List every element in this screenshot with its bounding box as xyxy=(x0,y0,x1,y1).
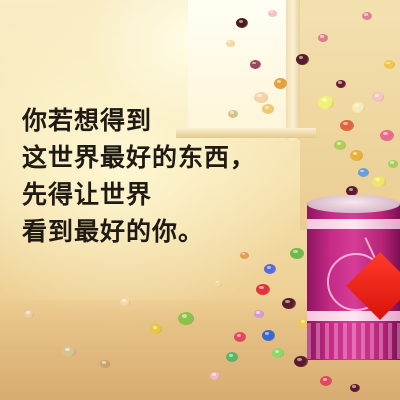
candy-26 xyxy=(264,264,276,274)
window-frame xyxy=(286,0,300,140)
candy-28 xyxy=(282,298,296,309)
candy-12 xyxy=(352,102,365,113)
candy-35 xyxy=(226,352,238,362)
candy-7 xyxy=(254,92,268,103)
candy-46 xyxy=(240,252,249,259)
candy-14 xyxy=(380,130,394,141)
poem-line-2: 这世界最好的东西， xyxy=(22,143,257,172)
candy-23 xyxy=(362,12,372,20)
candy-40 xyxy=(62,346,76,357)
candy-39 xyxy=(120,298,130,306)
tin-lid xyxy=(307,195,400,213)
candy-10 xyxy=(318,96,334,109)
candy-22 xyxy=(384,60,395,69)
candy-45 xyxy=(214,280,222,287)
candy-5 xyxy=(250,60,261,69)
candy-2 xyxy=(268,10,277,17)
candy-3 xyxy=(296,54,309,65)
candy-15 xyxy=(334,140,346,150)
candy-36 xyxy=(210,372,220,380)
candy-1 xyxy=(236,18,248,28)
candy-16 xyxy=(350,150,363,161)
candy-32 xyxy=(262,330,275,341)
candy-24 xyxy=(228,110,238,118)
candy-21 xyxy=(336,80,346,88)
candy-19 xyxy=(388,160,398,168)
candy-29 xyxy=(254,310,264,318)
candy-38 xyxy=(150,324,162,334)
candy-17 xyxy=(358,168,369,177)
candy-43 xyxy=(320,376,332,386)
candy-11 xyxy=(340,120,354,131)
window-sill xyxy=(176,128,316,138)
candy-33 xyxy=(272,348,284,358)
candy-37 xyxy=(178,312,194,325)
poem-line-1: 你若想得到 xyxy=(22,106,153,135)
candy-31 xyxy=(234,332,246,342)
candy-44 xyxy=(350,384,360,392)
candy-6 xyxy=(226,40,235,47)
candy-9 xyxy=(262,104,274,114)
tin-band-bottom xyxy=(307,311,400,321)
candy-30 xyxy=(298,318,310,328)
poem-line-3: 先得让世界 xyxy=(22,180,153,209)
poem-text: 你若想得到 这世界最好的东西， 先得让世界 看到最好的你。 xyxy=(22,102,256,250)
candy-4 xyxy=(318,34,328,42)
candy-42 xyxy=(100,360,110,368)
tin-band-top xyxy=(307,219,400,229)
candy-13 xyxy=(372,92,384,102)
candy-18 xyxy=(372,176,386,187)
candy-20 xyxy=(346,186,358,196)
candy-41 xyxy=(24,310,34,318)
poem-line-4: 看到最好的你。 xyxy=(22,217,205,246)
candy-8 xyxy=(274,78,287,89)
candy-34 xyxy=(294,356,308,367)
candy-25 xyxy=(290,248,304,259)
candy-27 xyxy=(256,284,270,295)
tin-stripes xyxy=(307,323,400,359)
